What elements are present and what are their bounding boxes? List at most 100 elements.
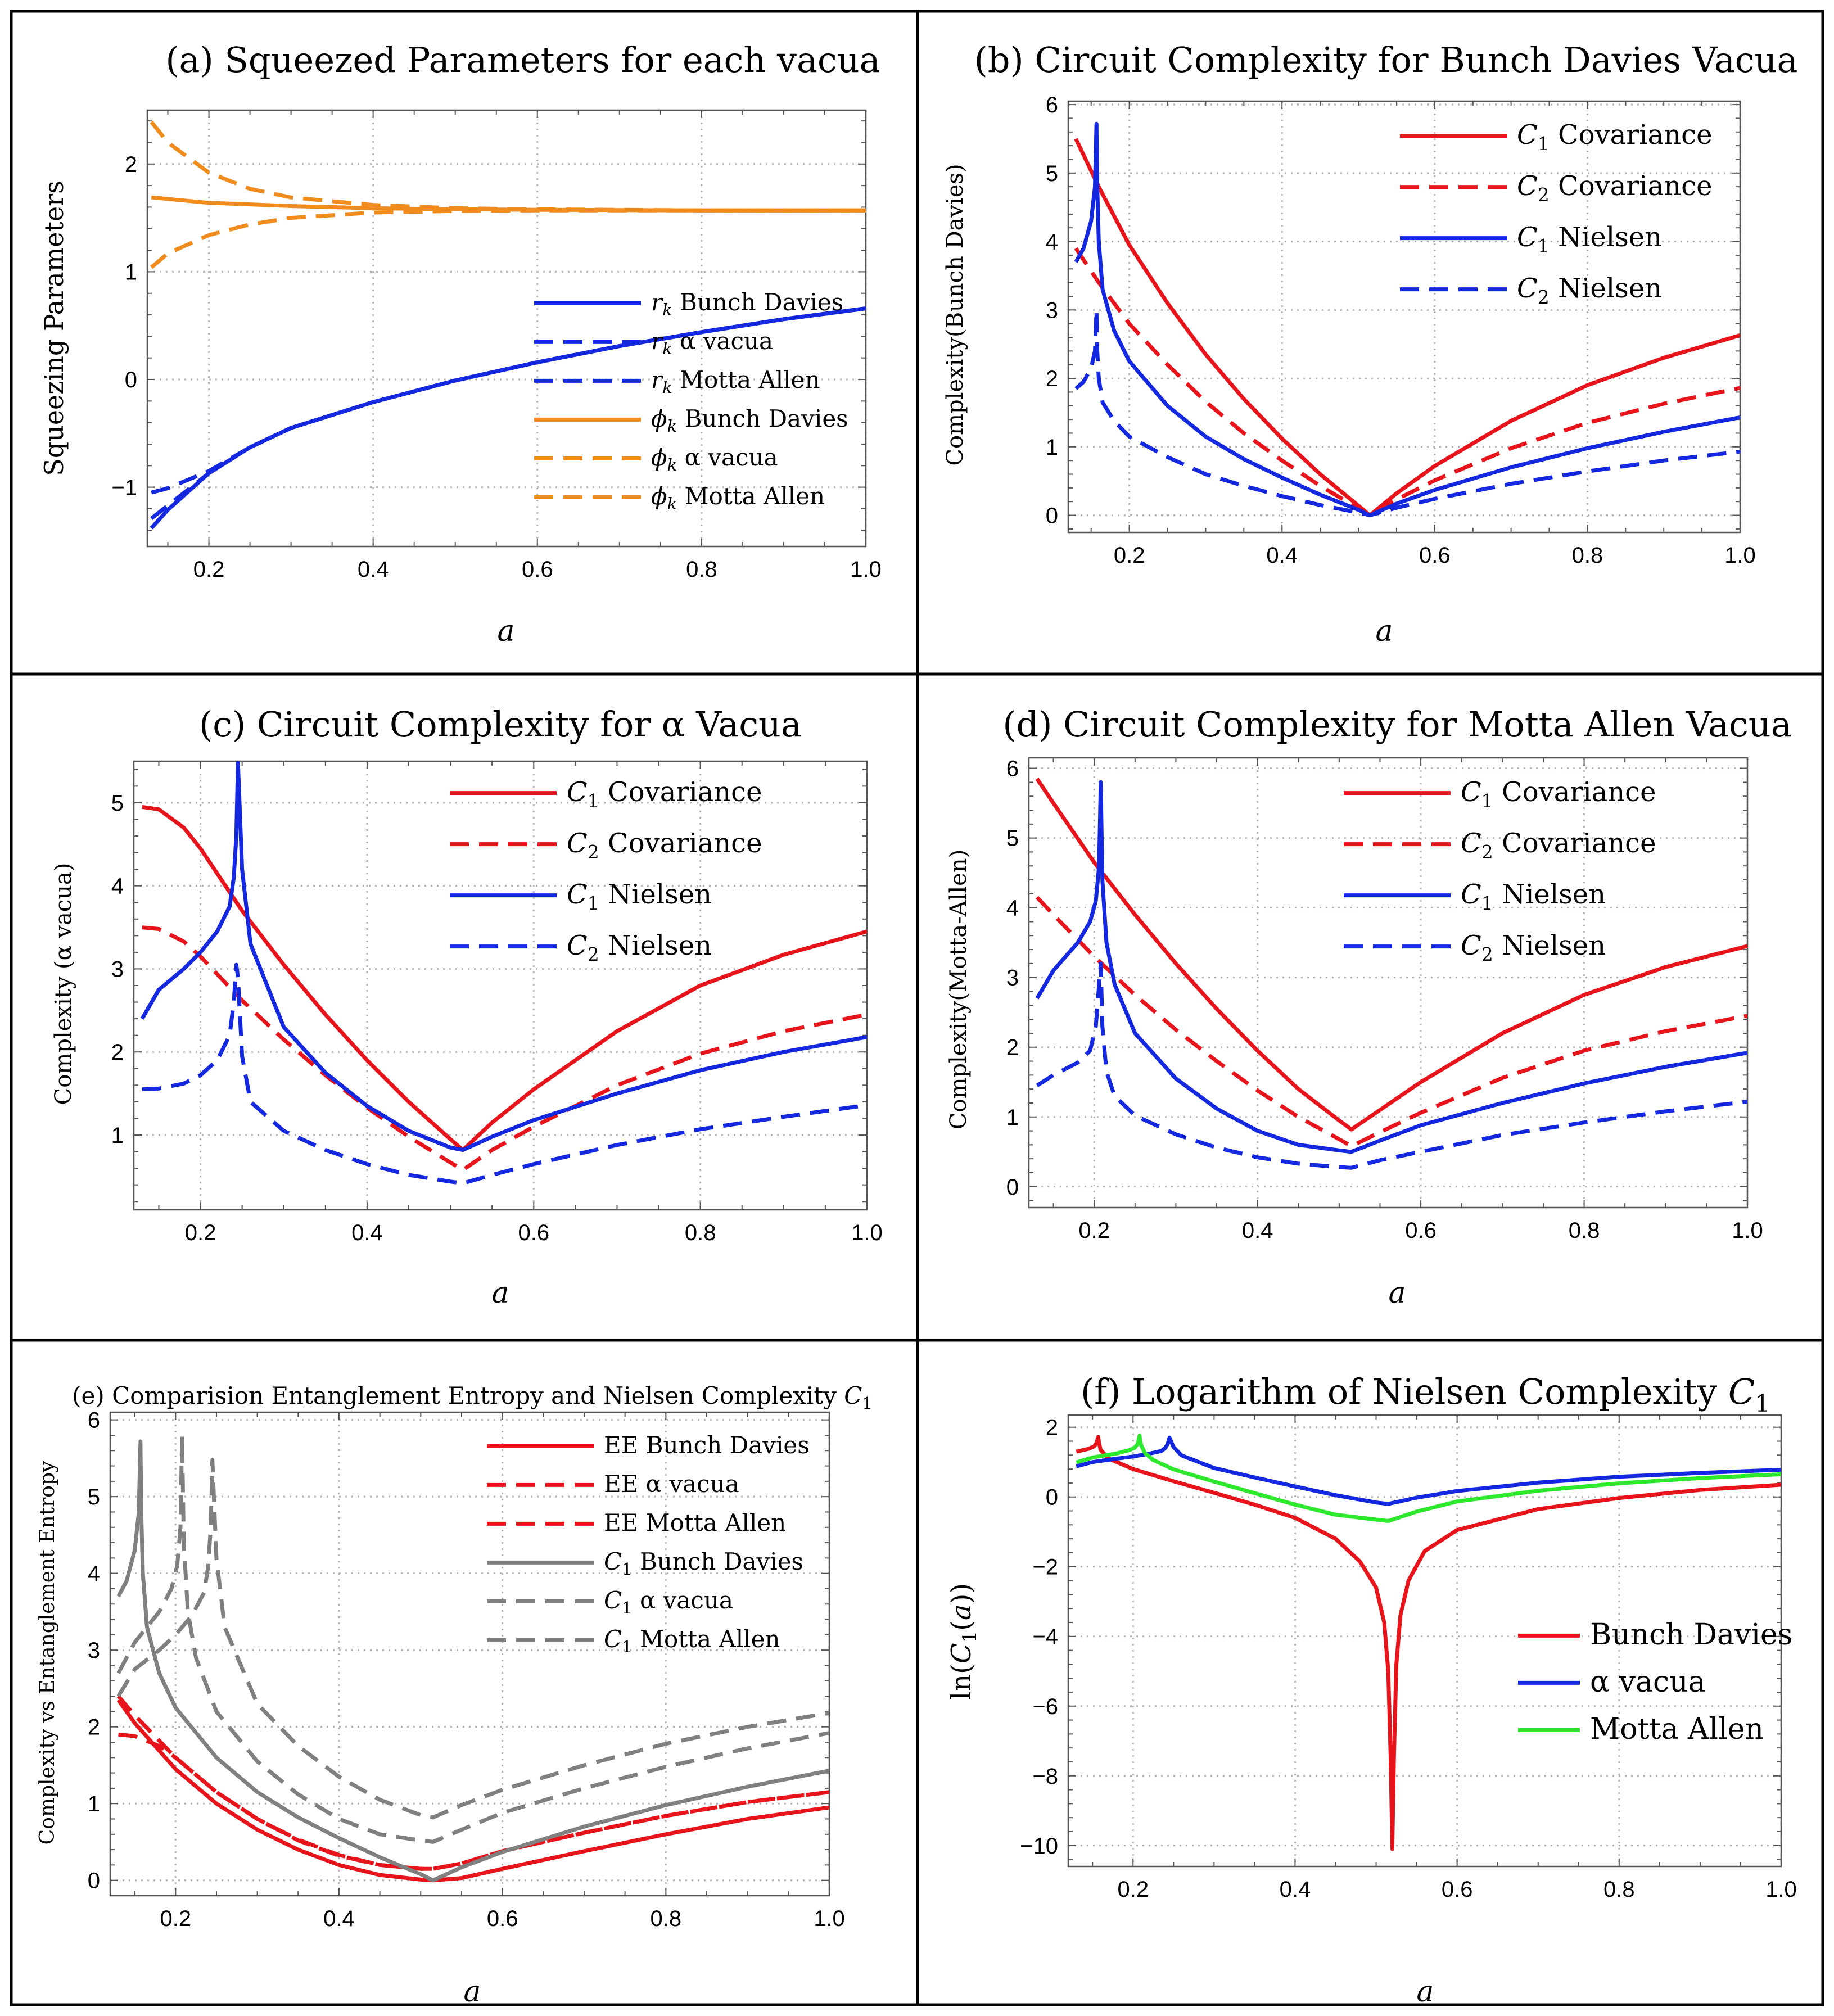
panel-e-legend-label-0: EE Bunch Davies <box>604 1431 810 1459</box>
panel-d-legend-label-3: C2 Nielsen <box>1461 930 1606 965</box>
panel-e-xtick-label-2: 0.6 <box>487 1906 518 1931</box>
panel-c-ytick-label-1: 2 <box>111 1040 124 1065</box>
panel-d-xtick-label-4: 1.0 <box>1732 1218 1763 1243</box>
panel-a-axes-box <box>146 109 867 548</box>
panel-c-legend-label-1: C2 Covariance <box>567 828 762 863</box>
panel-a-title: (a) Squeezed Parameters for each vacua <box>165 39 880 80</box>
panel-d-series-group <box>1035 778 1747 1170</box>
panel-e: 0.2 0.4 0.6 0.8 1.0 0 1 2 3 4 5 6(e) Comparision En… <box>36 1382 873 2009</box>
panel-c-series-0 <box>142 804 867 1152</box>
panel-c-xtick-label-1: 0.4 <box>351 1221 383 1245</box>
panel-c-legend-label-3: C2 Nielsen <box>567 930 712 965</box>
panel-f-xlabel: a <box>1416 1975 1434 2009</box>
panel-a-xtick-label-3: 0.8 <box>686 557 717 582</box>
panel-b-xtick-label-2: 0.6 <box>1419 543 1451 568</box>
panel-a-xtick-label-4: 1.0 <box>850 557 882 582</box>
panel-d-legend-label-2: C1 Nielsen <box>1461 879 1606 914</box>
panel-c-ytick-label-4: 5 <box>111 791 124 816</box>
panel-a-legend-label-3: ϕk Bunch Davies <box>651 405 848 436</box>
panel-d-series-3 <box>1036 961 1747 1170</box>
panel-b-ytick-label-2: 2 <box>1046 367 1058 391</box>
panel-f-ytick-label-0: −10 <box>1020 1834 1058 1859</box>
panel-f-title: (f) Logarithm of Nielsen Complexity C1 <box>1081 1371 1770 1417</box>
panel-a-ytick-label-0: −1 <box>111 476 137 500</box>
panel-c-ylabel: Complexity (α vacua) <box>51 863 76 1105</box>
panel-c-legend-label-0: C1 Covariance <box>567 776 762 812</box>
panel-a-ylabel: Squeezing Parameters <box>39 180 69 476</box>
panel-d-xtick-label-1: 0.4 <box>1242 1218 1273 1243</box>
panel-c-ytick-label-2: 3 <box>111 957 124 982</box>
panel-a-series-5 <box>150 208 866 269</box>
panel-f: 0.2 0.4 0.6 0.8 1.0 −10 −8 −6 −4 −2 0 2 (f) Logarith… <box>946 1371 1797 2009</box>
panel-e-axes-box <box>109 1411 830 1897</box>
panel-f-ytick-label-3: −4 <box>1032 1625 1058 1649</box>
panel-a-legend-label-5: ϕk Motta Allen <box>651 482 825 513</box>
panel-a-xtick-label-2: 0.6 <box>522 557 553 582</box>
panel-b-series-1 <box>1074 247 1740 518</box>
panel-c-title: (c) Circuit Complexity for α Vacua <box>199 704 802 745</box>
panel-b-xtick-label-0: 0.2 <box>1114 543 1145 568</box>
panel-e-ytick-label-4: 4 <box>88 1562 100 1586</box>
panel-a-legend-label-0: rk Bunch Davies <box>651 288 843 319</box>
panel-b-ylabel: Complexity(Bunch Davies) <box>942 164 968 465</box>
panel-f-ytick-label-1: −8 <box>1032 1764 1058 1789</box>
panel-d-series-2 <box>1035 780 1747 1154</box>
panel-f-ytick-label-2: −6 <box>1032 1694 1058 1719</box>
panel-a-xtick-label-1: 0.4 <box>358 557 389 582</box>
panel-a-xtick-label-0: 0.2 <box>193 557 225 582</box>
panel-a-ytick-label-3: 2 <box>125 152 137 177</box>
panel-f-xtick-label-1: 0.4 <box>1280 1877 1311 1902</box>
panel-d-xtick-label-2: 0.6 <box>1405 1218 1437 1243</box>
panel-d-ytick-label-5: 5 <box>1006 826 1019 851</box>
panel-d-ytick-label-2: 2 <box>1006 1036 1019 1060</box>
panel-d-ytick-label-1: 1 <box>1006 1105 1019 1130</box>
panel-d-title: (d) Circuit Complexity for Motta Allen V… <box>1002 704 1791 745</box>
panel-c-ytick-label-3: 4 <box>111 874 124 899</box>
panel-e-xlabel: a <box>463 1975 481 2009</box>
panel-d-xtick-label-0: 0.2 <box>1078 1218 1110 1243</box>
panel-b-xtick-label-1: 0.4 <box>1266 543 1298 568</box>
panel-b-ytick-label-0: 0 <box>1046 504 1058 528</box>
panel-e-legend-label-1: EE α vacua <box>604 1470 739 1498</box>
panel-c-series-3 <box>142 962 867 1186</box>
panel-b-title: (b) Circuit Complexity for Bunch Davies … <box>974 39 1798 80</box>
panel-e-ytick-label-1: 1 <box>88 1792 100 1816</box>
panel-f-series-2 <box>1076 1434 1781 1523</box>
panel-e-ytick-label-3: 3 <box>88 1638 100 1663</box>
panel-f-legend-label-1: α vacua <box>1590 1665 1706 1699</box>
panel-b-xtick-label-3: 0.8 <box>1572 543 1603 568</box>
panel-e-xtick-label-0: 0.2 <box>160 1906 191 1931</box>
panel-a-ytick-label-2: 1 <box>125 260 137 284</box>
panel-b-series-group <box>1074 121 1740 518</box>
panel-b-legend-label-2: C1 Nielsen <box>1517 222 1662 257</box>
panel-b-series-2 <box>1074 121 1740 518</box>
panel-f-series-group <box>1076 1434 1781 1851</box>
panel-a: 0.2 0.4 0.6 0.8 1.0 −1 0 1 2 (a) Squeezed Paramet… <box>39 39 882 648</box>
panel-b-ytick-label-3: 3 <box>1046 298 1058 323</box>
panel-d-series-1 <box>1035 896 1747 1149</box>
panel-c-xtick-label-0: 0.2 <box>185 1221 216 1245</box>
panel-f-ytick-label-6: 2 <box>1046 1416 1058 1440</box>
panel-f-legend-label-2: Motta Allen <box>1590 1712 1764 1746</box>
panel-a-legend-label-4: ϕk α vacua <box>651 444 778 474</box>
panel-d-ytick-label-0: 0 <box>1006 1175 1019 1200</box>
panel-e-ytick-label-5: 5 <box>88 1485 100 1509</box>
panel-d-xlabel: a <box>1388 1276 1406 1310</box>
panel-e-series-1 <box>118 1732 829 1871</box>
panel-f-xtick-label-0: 0.2 <box>1117 1877 1149 1902</box>
panel-f-ytick-label-5: 0 <box>1046 1485 1058 1510</box>
panel-f-ytick-label-4: −2 <box>1032 1555 1058 1580</box>
panel-d-ylabel: Complexity(Motta-Allen) <box>946 849 972 1129</box>
panel-d-legend-label-0: C1 Covariance <box>1461 776 1656 812</box>
panel-d-ytick-label-6: 6 <box>1006 757 1019 781</box>
panel-e-ytick-label-0: 0 <box>88 1869 100 1893</box>
panel-e-xtick-label-1: 0.4 <box>323 1906 355 1931</box>
panel-a-xlabel: a <box>497 614 514 648</box>
panel-a-series-group <box>150 120 866 530</box>
panel-f-axes-box <box>1067 1414 1782 1868</box>
panel-b-xlabel: a <box>1375 614 1393 648</box>
panel-c-series-1 <box>142 925 867 1172</box>
panel-f-legend-label-0: Bunch Davies <box>1590 1618 1793 1652</box>
panel-d: 0.2 0.4 0.6 0.8 1.0 0 1 2 3 4 5 6 (d) Circuit Comple… <box>946 704 1792 1310</box>
